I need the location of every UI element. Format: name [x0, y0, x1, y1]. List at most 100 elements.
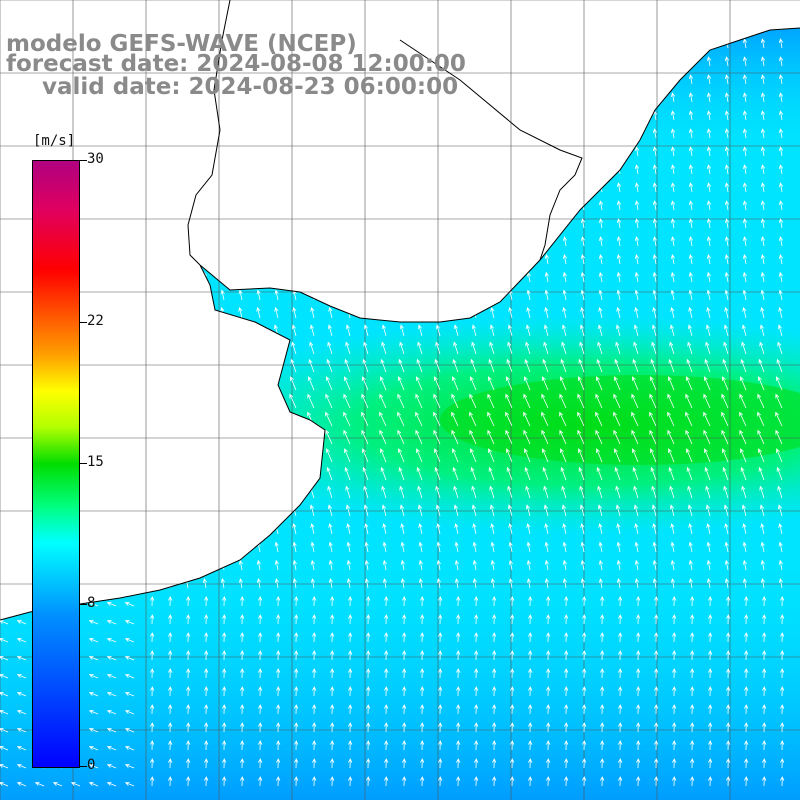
wind-arrow [418, 523, 423, 535]
wind-arrow [615, 341, 621, 355]
wind-arrow [525, 324, 531, 337]
wind-arrow [292, 559, 297, 571]
wind-arrow [274, 289, 279, 301]
wind-arrow [294, 722, 299, 733]
wind-arrow [778, 38, 784, 49]
wind-arrow [276, 614, 281, 625]
wind-arrow [685, 429, 693, 445]
wind-arrow [258, 650, 263, 661]
wind-arrow [150, 614, 155, 625]
wind-arrow [778, 74, 784, 85]
wind-arrow [744, 704, 749, 715]
wind-arrow [523, 376, 531, 391]
wind-arrow [474, 740, 479, 751]
wind-arrow [744, 668, 749, 679]
wind-arrow [366, 722, 371, 733]
wind-arrow [580, 289, 585, 301]
wind-arrow [325, 376, 333, 391]
wind-arrow [760, 236, 766, 247]
wind-arrow [222, 595, 227, 607]
wind-arrow [528, 668, 533, 679]
wind-arrow [451, 411, 459, 427]
wind-arrow [706, 128, 712, 139]
wind-arrow [402, 758, 407, 769]
wind-arrow [724, 182, 730, 193]
wind-arrow [505, 429, 513, 445]
wind-arrow [204, 722, 209, 733]
wind-arrow [780, 686, 785, 697]
wind-arrow [150, 686, 155, 697]
wind-arrow [330, 632, 335, 643]
wind-arrow [124, 746, 135, 751]
wind-arrow [70, 782, 81, 787]
wind-arrow [654, 776, 659, 787]
wind-arrow [564, 650, 569, 661]
wind-arrow [562, 306, 567, 319]
wind-arrow [438, 740, 443, 751]
wind-arrow [490, 559, 495, 571]
wind-arrow [325, 429, 333, 445]
wind-arrow [760, 56, 766, 67]
wind-arrow [762, 650, 767, 661]
wind-arrow [690, 650, 695, 661]
wind-arrow [777, 504, 783, 517]
wind-arrow [741, 504, 747, 517]
wind-arrow [649, 376, 657, 391]
wind-arrow [600, 722, 605, 733]
wind-arrow [525, 341, 531, 355]
wind-arrow [546, 614, 551, 625]
wind-arrow [258, 740, 263, 751]
wind-arrow [240, 668, 245, 679]
wind-arrow [649, 411, 657, 427]
wind-arrow [541, 411, 549, 427]
wind-arrow [670, 200, 676, 211]
wind-arrow [631, 376, 639, 391]
wind-arrow [778, 271, 783, 283]
wind-arrow [474, 632, 479, 643]
wind-arrow [510, 704, 515, 715]
wind-arrow [364, 523, 369, 535]
wind-arrow [632, 466, 639, 481]
wind-arrow [418, 577, 424, 589]
wind-arrow [580, 306, 585, 319]
wind-arrow [381, 324, 387, 337]
wind-arrow [399, 504, 405, 517]
wind-arrow [616, 182, 622, 193]
wind-arrow [543, 485, 549, 499]
wind-arrow [310, 523, 315, 535]
wind-arrow [492, 776, 497, 787]
wind-arrow [453, 341, 459, 355]
wind-arrow [294, 686, 299, 697]
wind-arrow [327, 324, 333, 337]
wind-arrow [150, 595, 155, 607]
wind-arrow [688, 236, 694, 247]
wind-arrow [0, 782, 9, 787]
wind-arrow [490, 541, 495, 553]
wind-arrow [721, 376, 729, 391]
wind-arrow [397, 429, 405, 445]
river-border-line [187, 0, 583, 266]
wind-arrow [124, 692, 135, 697]
wind-arrow [706, 559, 711, 571]
wind-arrow [652, 541, 657, 553]
wind-arrow [668, 466, 675, 481]
wind-arrow [616, 523, 621, 535]
wind-arrow [778, 128, 784, 139]
wind-arrow [16, 782, 27, 787]
wind-arrow [596, 466, 603, 481]
wind-arrow [762, 686, 767, 697]
wind-arrow [382, 523, 387, 535]
wind-arrow [510, 632, 515, 643]
wind-arrow [580, 541, 585, 553]
wind-arrow [672, 758, 677, 769]
wind-arrow [168, 758, 173, 769]
wind-arrow [433, 393, 441, 409]
wind-arrow [778, 218, 784, 229]
wind-arrow [762, 595, 767, 607]
wind-arrow [470, 448, 477, 463]
wind-arrow [276, 668, 281, 679]
wind-arrow [744, 650, 749, 661]
wind-arrow [726, 776, 731, 787]
wind-arrow [528, 776, 533, 787]
wind-arrow [222, 668, 227, 679]
